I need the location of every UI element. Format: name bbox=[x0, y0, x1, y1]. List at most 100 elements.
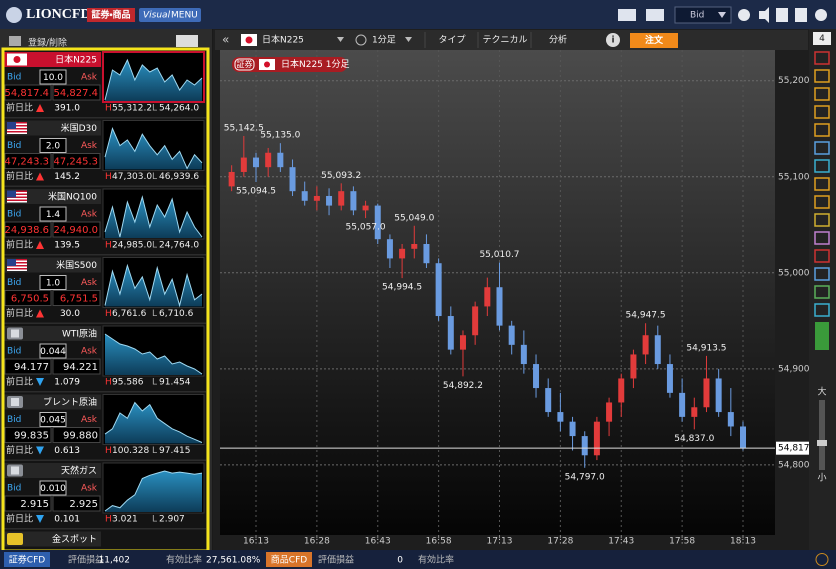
bid-box[interactable] bbox=[4, 84, 52, 101]
toolbar-symbol[interactable]: 日本N225 bbox=[262, 34, 304, 46]
high-label: H bbox=[105, 104, 112, 114]
watch-item[interactable]: 米国NQ100 Bid 1.4 Ask 24,938.6 24,940.0 前日比 139.5… bbox=[4, 187, 206, 254]
badge-bg bbox=[87, 8, 135, 22]
bid-box[interactable] bbox=[4, 427, 52, 443]
ask-box[interactable] bbox=[52, 427, 101, 443]
order-button[interactable] bbox=[630, 33, 678, 48]
toolbar-tab[interactable]: テクニカル bbox=[482, 35, 527, 46]
zoom-in[interactable]: 大 bbox=[817, 386, 826, 398]
watch-item[interactable]: WTI原油 Bid 0.044 Ask 94.177 94.221 前日比 1.079 H 95.… bbox=[4, 324, 206, 391]
bid-label: Bid bbox=[7, 210, 21, 220]
help-icon[interactable] bbox=[815, 9, 827, 21]
tool-icon[interactable] bbox=[814, 303, 830, 317]
zoom-slider[interactable] bbox=[819, 400, 825, 470]
menu-button[interactable] bbox=[139, 8, 201, 22]
candle-body bbox=[557, 412, 564, 422]
price-select[interactable] bbox=[674, 6, 732, 24]
settings-icon[interactable] bbox=[738, 9, 750, 21]
ask-label: Ask bbox=[81, 73, 98, 83]
watch-item[interactable]: 金スポット bbox=[4, 529, 206, 569]
candle-body bbox=[703, 378, 710, 408]
change: 0.613 bbox=[54, 446, 80, 456]
zoom-handle[interactable] bbox=[817, 440, 827, 446]
name-bar bbox=[4, 52, 101, 67]
info-mark: i bbox=[611, 36, 614, 46]
change-label: 前日比 bbox=[6, 102, 33, 114]
bid-box[interactable] bbox=[4, 221, 52, 238]
high: 95.586 bbox=[112, 378, 144, 388]
item-name: WTI原油 bbox=[62, 328, 97, 340]
candle-body bbox=[569, 421, 576, 437]
price-annotation: 54,994.5 bbox=[382, 283, 422, 293]
spark-line bbox=[104, 470, 203, 512]
spark-line bbox=[104, 126, 203, 170]
tool-icon[interactable] bbox=[814, 195, 830, 209]
tool-icon[interactable] bbox=[814, 123, 830, 137]
collapse-icon[interactable]: « bbox=[222, 33, 229, 47]
watchlist: 日本N225 Bid 10.0 Ask 54,817.4 54,827.4 前日比 391.0… bbox=[4, 50, 206, 569]
tool-icon[interactable] bbox=[814, 87, 830, 101]
bid-box[interactable] bbox=[4, 290, 52, 306]
down-arrow bbox=[36, 515, 44, 523]
flag-us-canton bbox=[7, 122, 16, 129]
up-arrow bbox=[36, 241, 44, 249]
bid-box[interactable] bbox=[4, 358, 52, 375]
ask-box[interactable] bbox=[52, 495, 101, 512]
candle-body bbox=[447, 316, 454, 350]
watch-item[interactable]: 天然ガス Bid 0.010 Ask 2.915 2.925 前日比 0.101 H 3.021 L… bbox=[4, 461, 206, 528]
ask-box[interactable] bbox=[52, 221, 101, 238]
login-icon[interactable] bbox=[646, 9, 664, 21]
y-tick-label: 54,900.0 bbox=[778, 364, 818, 374]
tool-icon[interactable] bbox=[814, 213, 830, 227]
tool-icon[interactable] bbox=[814, 285, 830, 299]
tool-icon[interactable] bbox=[814, 141, 830, 155]
toolbar-period[interactable]: 1分足 bbox=[372, 35, 396, 46]
period-arrow bbox=[405, 37, 412, 42]
change: 391.0 bbox=[54, 104, 80, 114]
tool-icon[interactable] bbox=[776, 8, 788, 22]
ask-box[interactable] bbox=[52, 290, 101, 306]
watch-item[interactable]: ブレント原油 Bid 0.045 Ask 99.835 99.880 前日比 0.613 H 10… bbox=[4, 392, 206, 460]
down-arrow bbox=[36, 378, 44, 386]
scroll-top[interactable] bbox=[815, 553, 829, 566]
tool-icon[interactable] bbox=[814, 105, 830, 119]
bid-price: 47,243.3 bbox=[4, 157, 49, 168]
print-icon[interactable] bbox=[795, 8, 807, 22]
tool-icon[interactable] bbox=[814, 159, 830, 173]
info-icon[interactable] bbox=[606, 33, 620, 47]
bid-box[interactable] bbox=[4, 495, 52, 512]
zoom-out[interactable]: 小 bbox=[817, 473, 826, 484]
tool-icon[interactable] bbox=[814, 51, 830, 65]
name-bar bbox=[4, 120, 101, 136]
low-label: L bbox=[152, 104, 157, 114]
minimize-icon[interactable] bbox=[176, 35, 198, 47]
ask-box[interactable] bbox=[52, 358, 101, 375]
bid-box[interactable] bbox=[4, 153, 52, 169]
high-label: H bbox=[105, 446, 112, 456]
tool-icon[interactable] bbox=[815, 322, 829, 350]
watchlist-title[interactable]: 登録/削除 bbox=[28, 37, 67, 49]
tool-icon[interactable] bbox=[814, 249, 830, 263]
tool-icon[interactable] bbox=[814, 69, 830, 83]
watch-item[interactable]: 日本N225 Bid 10.0 Ask 54,817.4 54,827.4 前日比 391.0… bbox=[4, 50, 206, 117]
change-label: 前日比 bbox=[6, 239, 33, 251]
candle-body bbox=[642, 335, 649, 355]
toolbar-tab[interactable]: タイプ bbox=[438, 35, 465, 46]
name-bar bbox=[4, 189, 101, 204]
toolbar-tab[interactable]: 分析 bbox=[549, 34, 567, 46]
candle-body bbox=[338, 191, 345, 206]
ask-box[interactable] bbox=[52, 153, 101, 169]
ask-price: 54,827.4 bbox=[53, 88, 98, 99]
item-name: 日本N225 bbox=[55, 54, 97, 66]
spark-line bbox=[104, 58, 203, 101]
sound-icon[interactable] bbox=[759, 7, 769, 23]
tool-icon[interactable] bbox=[814, 231, 830, 245]
tool-icon[interactable] bbox=[814, 267, 830, 281]
change-label: 前日比 bbox=[6, 307, 33, 319]
x-tick-label: 17:43 bbox=[608, 537, 634, 547]
logout-icon[interactable] bbox=[618, 9, 636, 21]
tool-icon[interactable] bbox=[814, 177, 830, 191]
ask-box[interactable] bbox=[52, 84, 101, 101]
